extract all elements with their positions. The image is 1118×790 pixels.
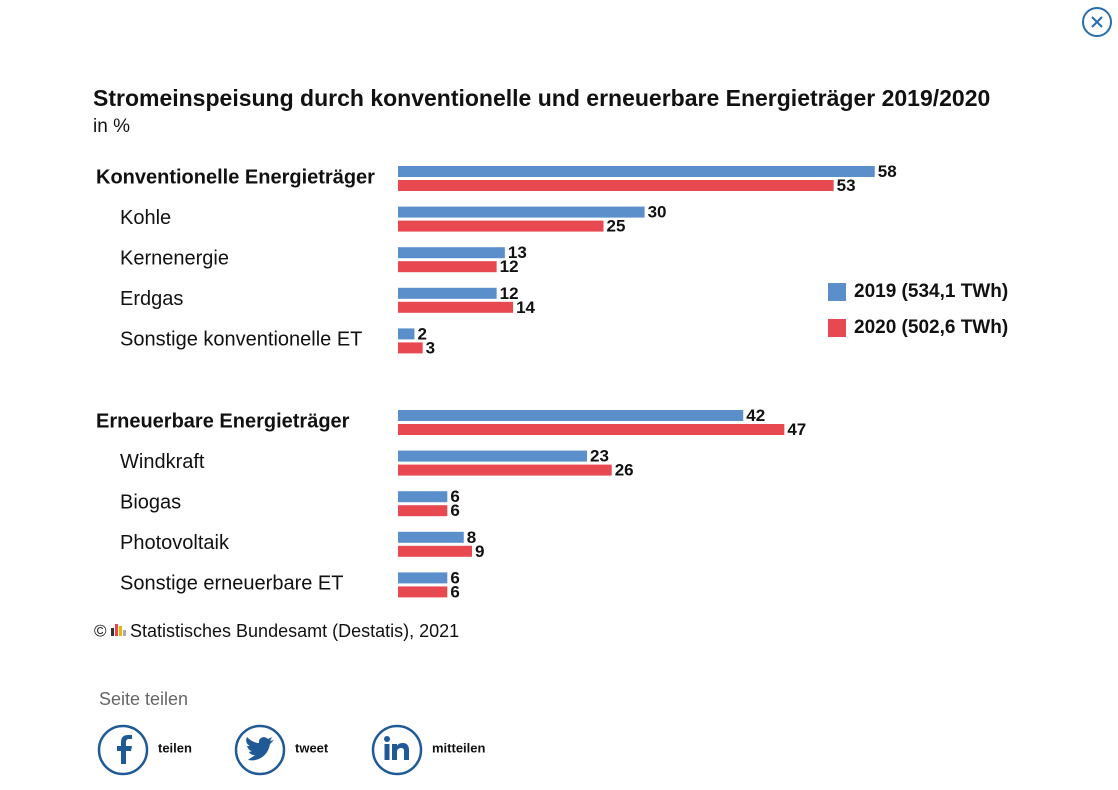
- share-label: tweet: [295, 740, 329, 755]
- source-text: Statistisches Bundesamt (Destatis), 2021: [130, 621, 459, 641]
- category-label: Sonstige erneuerbare ET: [120, 573, 343, 595]
- bar: [398, 450, 588, 462]
- share-title: Seite teilen: [99, 689, 188, 709]
- bar: [398, 545, 472, 557]
- value-label: 58: [878, 162, 897, 181]
- bar: [398, 572, 448, 584]
- value-label: 12: [500, 284, 519, 303]
- category-label: Kernenergie: [120, 247, 229, 269]
- value-label: 47: [787, 420, 806, 439]
- close-icon: [1091, 16, 1103, 28]
- bar: [398, 166, 875, 177]
- copyright-symbol: ©: [94, 621, 107, 640]
- value-label: 8: [467, 528, 476, 547]
- legend-swatch: [828, 283, 846, 301]
- bar: [398, 464, 612, 476]
- bar: [398, 206, 645, 218]
- chart-subtitle: in %: [93, 116, 130, 137]
- twitter-icon: [246, 737, 274, 761]
- value-label: 9: [475, 542, 484, 561]
- group-label: Erneuerbare Energieträger: [96, 410, 350, 432]
- bar: [398, 410, 744, 421]
- value-label: 6: [450, 568, 459, 587]
- share-circle: [234, 724, 286, 776]
- share-label: mitteilen: [432, 740, 486, 755]
- bar: [398, 261, 497, 273]
- value-label: 23: [590, 447, 609, 466]
- value-label: 6: [450, 501, 459, 520]
- bar: [398, 301, 514, 313]
- value-label: 3: [426, 338, 435, 357]
- share-facebook[interactable]: teilen: [97, 724, 192, 776]
- value-label: 2: [417, 324, 426, 343]
- category-label: Windkraft: [120, 451, 205, 473]
- chart-title: Stromeinspeisung durch konventionelle un…: [93, 85, 990, 111]
- bar: [398, 247, 505, 259]
- share-linkedin[interactable]: mitteilen: [371, 724, 486, 776]
- value-label: 6: [450, 487, 459, 506]
- linkedin-icon: [384, 736, 409, 760]
- bar: [398, 328, 415, 340]
- value-label: 42: [746, 406, 765, 425]
- chart: Konventionelle Energieträger 58 53 Kohle 30 2…: [96, 162, 1008, 601]
- source: © Statistisches Bundesamt (Destatis), 20…: [94, 621, 459, 641]
- group-label: Konventionelle Energieträger: [96, 166, 375, 188]
- category-label: Biogas: [120, 491, 181, 513]
- bar: [398, 424, 785, 435]
- value-label: 53: [837, 176, 856, 195]
- category-label: Photovoltaik: [120, 532, 230, 554]
- value-label: 25: [607, 217, 626, 236]
- bar: [398, 220, 604, 232]
- legend-swatch: [828, 319, 846, 337]
- value-label: 12: [500, 257, 519, 276]
- bar: [398, 531, 464, 543]
- category-label: Kohle: [120, 207, 171, 229]
- legend-label: 2020 (502,6 TWh): [854, 317, 1008, 338]
- share-twitter[interactable]: tweet: [234, 724, 329, 776]
- value-label: 14: [516, 298, 535, 317]
- share-label: teilen: [158, 740, 192, 755]
- facebook-icon: [117, 735, 132, 764]
- share-circle: [97, 724, 149, 776]
- destatis-logo: [111, 624, 126, 636]
- bar: [398, 287, 497, 299]
- bar: [398, 180, 834, 191]
- value-label: 26: [615, 461, 634, 480]
- bar: [398, 342, 423, 354]
- share-circle: [371, 724, 423, 776]
- bar: [398, 586, 448, 598]
- bar: [398, 505, 448, 517]
- value-label: 6: [450, 582, 459, 601]
- value-label: 13: [508, 243, 527, 262]
- category-label: Erdgas: [120, 288, 183, 310]
- value-label: 30: [648, 203, 667, 222]
- category-label: Sonstige konventionelle ET: [120, 329, 362, 351]
- close-button[interactable]: [1082, 7, 1112, 37]
- bar: [398, 491, 448, 503]
- legend-label: 2019 (534,1 TWh): [854, 281, 1008, 302]
